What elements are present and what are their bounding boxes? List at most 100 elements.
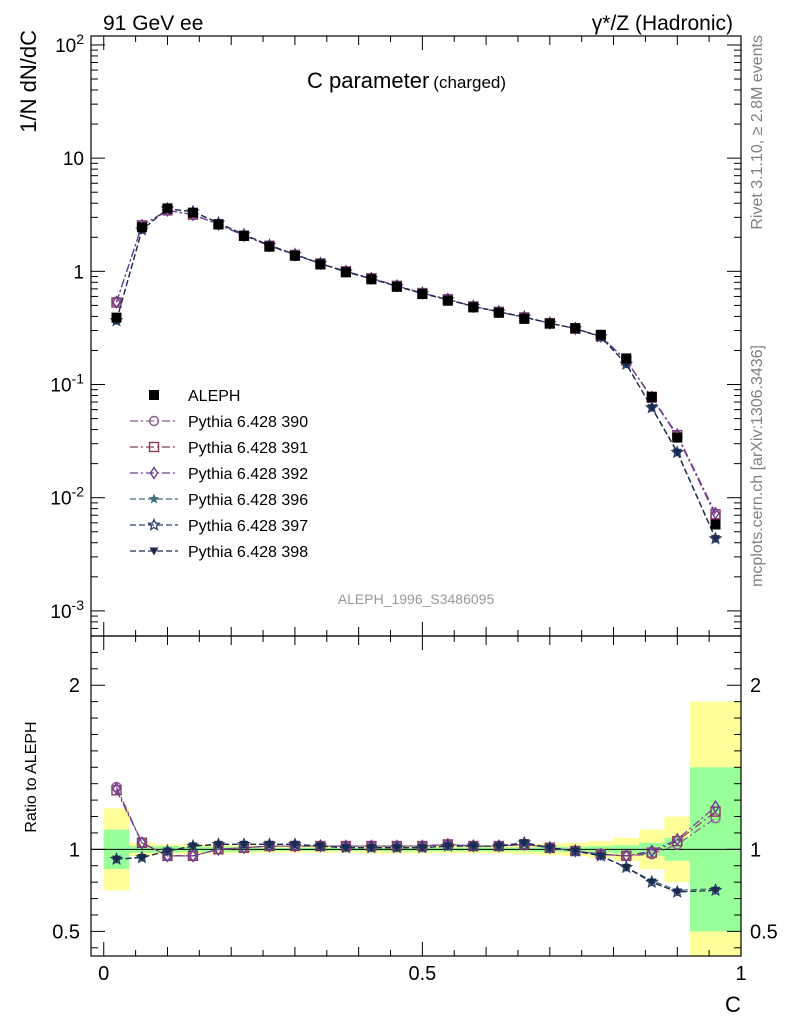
ratio-point-pythia-6-428-398	[239, 840, 249, 849]
ratio-point-pythia-6-428-392	[188, 849, 198, 863]
ratio-point-pythia-6-428-398	[494, 842, 504, 851]
legend-label-pythia-6-428-397: Pythia 6.428 397	[188, 518, 308, 535]
mcplots-source-label: mcplots.cern.ch [arXiv:1306.3436]	[749, 345, 766, 587]
x-tick-label: 0.5	[408, 963, 436, 985]
legend-marker-pythia-6-428-397	[147, 517, 161, 531]
ratio-line-pythia-6-428-392	[115, 788, 716, 857]
legend-marker-pythia-6-428-396	[148, 493, 160, 504]
legend-marker-pythia-6-428-392	[149, 466, 159, 480]
ratio-point-pythia-6-428-398	[519, 839, 529, 848]
legend-label-pythia-6-428-398: Pythia 6.428 398	[188, 544, 308, 561]
ratio-axis-label: Ratio to ALEPH	[23, 721, 40, 832]
data-point-aleph	[264, 241, 275, 252]
ratio-point-pythia-6-428-398	[570, 847, 580, 856]
ratio-series-group	[109, 781, 723, 898]
ratio-point-pythia-6-428-398	[647, 878, 657, 887]
main-point-pythia-6-428-392	[711, 506, 720, 520]
header-left: 91 GeV ee	[103, 12, 203, 35]
chart-title: C parameter (charged)	[307, 68, 506, 93]
ratio-point-pythia-6-428-392	[647, 844, 657, 858]
ratio-point-pythia-6-428-398	[596, 852, 606, 861]
legend-marker-pythia-6-428-391	[148, 441, 160, 453]
ratio-tick-label-right: 0.5	[750, 921, 778, 943]
legend-label-pythia-6-428-390: Pythia 6.428 390	[188, 414, 308, 431]
data-point-aleph	[417, 289, 428, 300]
ratio-point-pythia-6-428-398	[366, 844, 376, 853]
main-series-group	[109, 201, 723, 545]
data-point-aleph	[366, 274, 377, 285]
ratio-point-pythia-6-428-391	[710, 806, 721, 817]
y-tick-label: 10	[63, 149, 84, 170]
legend-label-pythia-6-428-396: Pythia 6.428 396	[188, 492, 308, 509]
data-point-aleph	[468, 302, 479, 313]
y-tick-label: 10-3	[50, 597, 84, 623]
data-point-aleph	[213, 219, 224, 230]
ratio-point-pythia-6-428-398	[111, 855, 121, 864]
rivet-version-label: Rivet 3.1.10, ≥ 2.8M events	[749, 35, 766, 230]
ratio-point-pythia-6-428-398	[188, 842, 198, 851]
ratio-point-pythia-6-428-398	[162, 847, 172, 856]
ratio-point-pythia-6-428-398	[213, 840, 223, 849]
ratio-point-pythia-6-428-398	[137, 854, 147, 863]
ratio-tick-label-left: 0.5	[52, 921, 80, 943]
chart-title-main: C parameter	[307, 68, 429, 93]
data-point-aleph	[672, 432, 683, 443]
ratio-point-pythia-6-428-398	[711, 886, 721, 895]
ratio-point-pythia-6-428-398	[417, 844, 427, 853]
main-line-pythia-6-428-397	[115, 208, 717, 539]
x-tick-label: 0	[98, 963, 109, 985]
main-point-pythia-6-428-398	[647, 404, 657, 413]
data-point-aleph	[111, 312, 122, 323]
chart-title-sub: (charged)	[433, 73, 506, 92]
data-point-aleph	[340, 267, 351, 278]
x-axis-label: C	[725, 992, 741, 1017]
ratio-tick-label-left: 2	[69, 675, 80, 697]
x-tick-label: 1	[735, 963, 746, 985]
legend: ALEPH Pythia 6.428 390 Pythia 6.428 391 Pyt…	[130, 388, 308, 561]
ratio-line-pythia-6-428-398	[116, 842, 716, 893]
ratio-point-pythia-6-428-398	[341, 844, 351, 853]
main-point-pythia-6-428-398	[711, 535, 721, 544]
y-tick-label: 10-1	[50, 371, 84, 397]
main-line-pythia-6-428-398	[115, 208, 717, 539]
data-point-aleph	[391, 281, 402, 292]
ratio-tick-label-right: 2	[750, 675, 761, 697]
ratio-tick-label-left: 1	[69, 839, 80, 861]
ratio-tick-label-right: 1	[750, 839, 761, 861]
ratio-point-pythia-6-428-398	[443, 842, 453, 851]
data-point-aleph	[595, 329, 606, 340]
ratio-point-pythia-6-428-392	[672, 832, 682, 847]
header-right: γ*/Z (Hadronic)	[592, 12, 733, 35]
data-point-aleph	[570, 323, 581, 334]
legend-label-pythia-6-428-391: Pythia 6.428 391	[188, 440, 308, 457]
main-point-pythia-6-428-398	[672, 448, 682, 457]
legend-marker-pythia-6-428-390	[148, 415, 160, 427]
ratio-point-pythia-6-428-398	[392, 844, 402, 853]
ratio-point-pythia-6-428-398	[290, 840, 300, 849]
ratio-point-pythia-6-428-398	[468, 842, 478, 851]
main-line-pythia-6-428-396	[115, 208, 717, 539]
data-point-aleph	[442, 295, 453, 306]
ratio-uncertainty-bands	[91, 701, 741, 956]
data-point-aleph	[621, 353, 632, 364]
main-point-pythia-6-428-392	[112, 295, 121, 309]
legend-label-pythia-6-428-392: Pythia 6.428 392	[188, 466, 308, 483]
ratio-point-pythia-6-428-398	[545, 844, 555, 853]
ratio-point-pythia-6-428-398	[315, 842, 325, 851]
analysis-watermark: ALEPH_1996_S3486095	[338, 591, 495, 607]
y-tick-label: 10-2	[50, 484, 84, 510]
legend-marker-pythia-6-428-398	[149, 547, 159, 556]
ratio-point-pythia-6-428-392	[112, 781, 121, 796]
legend-label-aleph: ALEPH	[188, 388, 240, 405]
data-point-aleph	[187, 207, 198, 218]
ratio-point-pythia-6-428-392	[137, 835, 147, 850]
data-point-aleph	[136, 222, 147, 233]
data-point-aleph	[238, 231, 249, 242]
data-point-aleph	[315, 259, 326, 270]
ratio-point-pythia-6-428-390	[710, 812, 721, 824]
data-point-aleph	[646, 391, 657, 402]
y-axis-label: 1/N dN/dC	[16, 30, 41, 133]
ratio-point-pythia-6-428-392	[711, 799, 720, 814]
